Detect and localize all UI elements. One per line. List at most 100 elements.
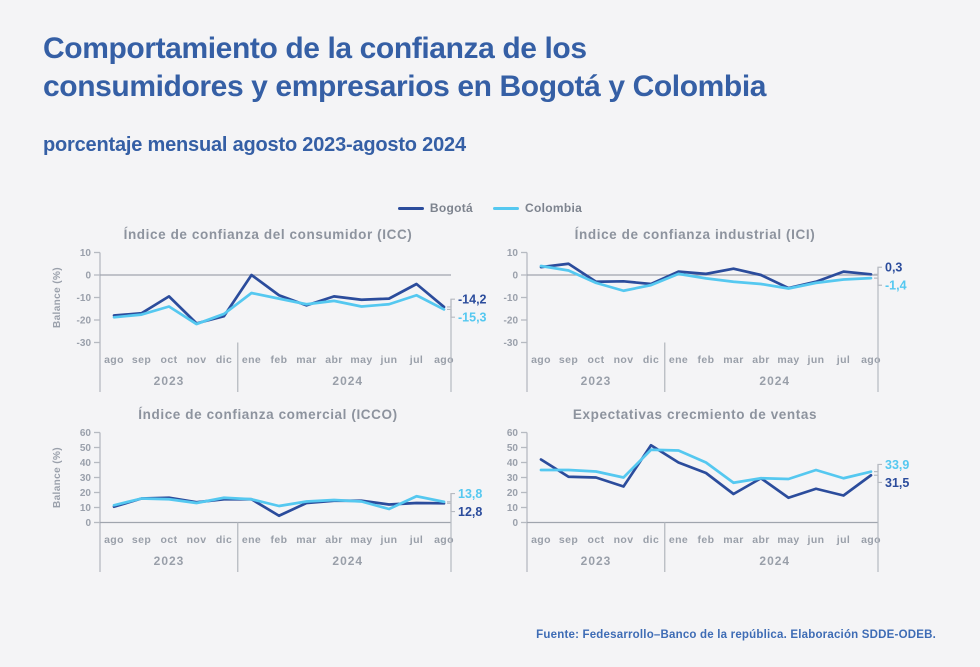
x-tick-label: abr [325, 354, 343, 366]
chart-title-icco: Índice de confianza comercial (ICCO) [138, 407, 398, 422]
page-title: Comportamiento de la confianza de los con… [43, 30, 766, 106]
end-value-label-colombia: 13,8 [458, 487, 482, 501]
y-tick-label: 30 [507, 473, 519, 484]
x-tick-label: mar [296, 354, 316, 366]
x-tick-label: ene [242, 534, 261, 546]
x-tick-label: ago [861, 354, 881, 366]
series-line-colombia [112, 494, 446, 511]
x-tick-label: nov [614, 534, 634, 546]
x-tick-label: ene [242, 354, 261, 366]
legend-label-bogota: Bogotá [429, 201, 474, 215]
series-line-bogot [112, 273, 446, 325]
end-label-connector [447, 298, 455, 308]
x-tick-label: oct [161, 534, 178, 546]
chart-title-ventas: Expectativas crecmiento de ventas [572, 407, 818, 422]
legend-item-bogota: Bogotá [397, 201, 474, 215]
year-label: 2023 [581, 554, 612, 568]
end-value-label-bogot: 12,8 [458, 505, 482, 519]
end-value-label-colombia: -1,4 [885, 279, 907, 293]
series-line-bogot [539, 443, 873, 500]
x-tick-label: feb [271, 354, 288, 366]
x-tick-label: abr [325, 534, 343, 546]
y-tick-label: -10 [77, 293, 92, 304]
x-tick-label: jul [409, 534, 423, 546]
x-tick-label: nov [614, 354, 634, 366]
x-tick-label: oct [161, 354, 178, 366]
year-label: 2024 [332, 554, 363, 568]
y-tick-label: -10 [504, 293, 519, 304]
x-tick-label: ene [669, 534, 688, 546]
x-tick-label: ago [861, 534, 881, 546]
y-tick-label: 0 [512, 271, 518, 282]
x-tick-label: mar [296, 534, 316, 546]
y-tick-label: 40 [80, 458, 92, 469]
y-tick-label: -30 [504, 338, 519, 349]
x-tick-label: ago [531, 534, 551, 546]
source-note: Fuente: Fedesarrollo–Banco de la repúbli… [536, 629, 936, 641]
legend-swatch-bogota [397, 206, 424, 210]
year-label: 2024 [332, 374, 363, 388]
y-tick-label: 50 [80, 443, 92, 454]
x-tick-label: ago [434, 354, 454, 366]
y-tick-label: 60 [80, 428, 92, 439]
legend-swatch-colombia [493, 206, 520, 210]
end-label-connector [447, 492, 455, 503]
page-subtitle: porcentaje mensual agosto 2023-agosto 20… [43, 134, 466, 156]
end-value-label-bogot: 31,5 [885, 476, 909, 490]
end-value-label-colombia: 33,9 [885, 458, 909, 472]
x-tick-label: sep [559, 354, 578, 366]
x-tick-label: jun [380, 354, 398, 366]
x-tick-label: may [350, 534, 372, 546]
series-line-bogot [539, 262, 873, 290]
chart-legend: Bogotá Colombia [0, 201, 980, 215]
x-tick-label: abr [752, 534, 770, 546]
y-tick-label: 40 [507, 458, 519, 469]
x-tick-label: sep [132, 534, 151, 546]
x-tick-label: dic [643, 534, 659, 546]
y-tick-label: 20 [507, 488, 519, 499]
series-line-colombia [112, 291, 446, 326]
y-tick-label: 60 [507, 428, 519, 439]
x-tick-label: ene [669, 354, 688, 366]
year-label: 2023 [154, 554, 185, 568]
year-label: 2024 [759, 374, 790, 388]
x-tick-label: ago [104, 354, 124, 366]
chart-block-icco: Índice de confianza comercial (ICCO) 60 5… [48, 404, 493, 578]
y-tick-label: 10 [507, 503, 519, 514]
x-tick-label: ago [434, 534, 454, 546]
series-line-colombia [539, 448, 873, 485]
y-tick-label: 30 [80, 473, 92, 484]
series-line-colombia [539, 264, 873, 293]
end-label-connector [447, 502, 455, 513]
x-tick-label: may [777, 534, 799, 546]
end-label-connector [874, 474, 882, 484]
x-tick-label: dic [216, 354, 232, 366]
year-label: 2024 [759, 554, 790, 568]
y-tick-label: -30 [77, 338, 92, 349]
x-tick-label: sep [132, 354, 151, 366]
end-value-label-bogot: 0,3 [885, 261, 902, 275]
chart-title-ici: Índice de confianza industrial (ICI) [574, 227, 816, 242]
y-tick-label: -20 [504, 316, 519, 327]
end-label-connector [874, 277, 882, 286]
end-label-connector [874, 266, 882, 275]
x-tick-label: feb [698, 534, 715, 546]
chart-block-icc: Índice de confianza del consumidor (ICC)… [48, 224, 493, 398]
x-tick-label: oct [588, 534, 605, 546]
x-tick-label: jul [836, 534, 850, 546]
y-tick-label: 10 [80, 503, 92, 514]
x-tick-label: jul [836, 354, 850, 366]
year-label: 2023 [154, 374, 185, 388]
year-label: 2023 [581, 374, 612, 388]
legend-item-colombia: Colombia [493, 201, 582, 215]
x-tick-label: jul [409, 354, 423, 366]
x-tick-label: mar [723, 534, 743, 546]
x-tick-label: dic [643, 354, 659, 366]
chart-block-ici: Índice de confianza industrial (ICI) 10 0… [475, 224, 920, 398]
x-tick-label: nov [187, 354, 207, 366]
x-tick-label: jun [807, 354, 825, 366]
x-tick-label: oct [588, 354, 605, 366]
